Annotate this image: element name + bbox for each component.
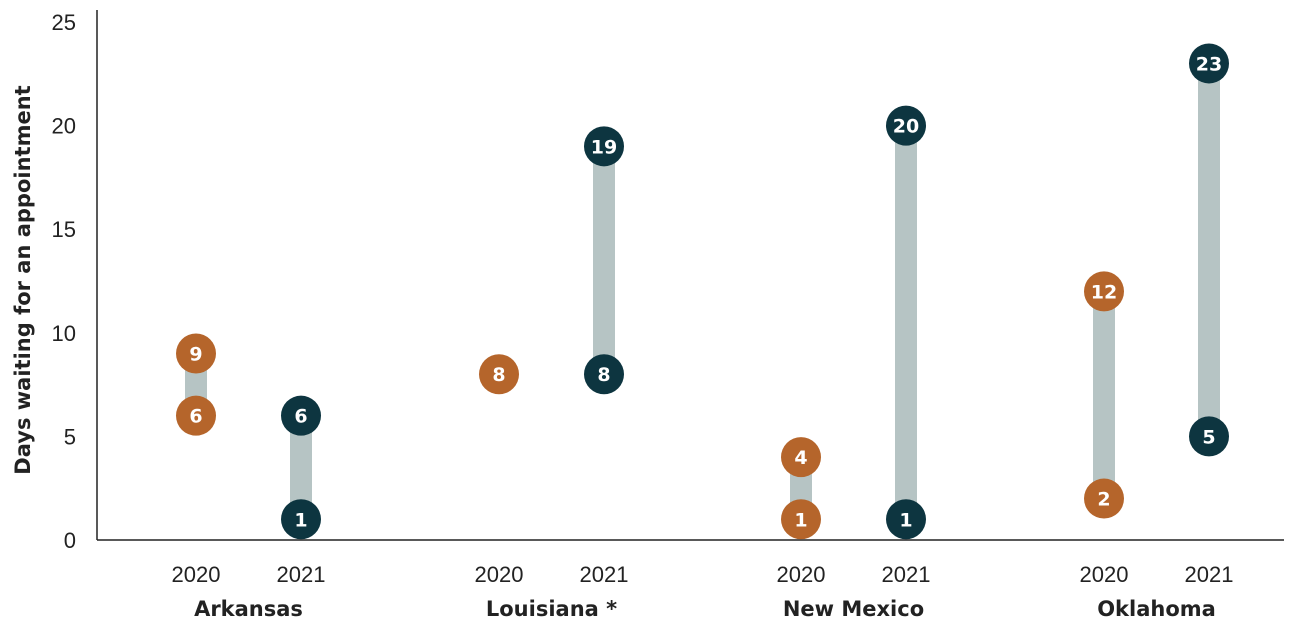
- category-label: New Mexico: [783, 597, 924, 621]
- data-label: 6: [294, 406, 307, 428]
- data-point-2020: [176, 333, 216, 374]
- range-bar: [593, 146, 615, 375]
- y-axis: 0 5 10 15 20 25 Days waiting for an appointmen…: [11, 10, 98, 553]
- x-tick-label: 2021: [882, 562, 931, 587]
- x-axis: 2020 2021 Arkansas 2020 2021 Louisiana * 2020 2…: [97, 539, 1284, 621]
- data-label: 19: [591, 136, 617, 158]
- data-label: 1: [794, 509, 807, 531]
- category-label: Louisiana *: [486, 597, 617, 621]
- range-bar: [1198, 63, 1220, 437]
- x-tick-label: 2021: [580, 562, 629, 587]
- data-points: 6 9 1 6 8 8 19 1 4 1 20 2 12 5 23: [176, 43, 1229, 540]
- data-label: 5: [1202, 426, 1215, 448]
- data-label: 20: [893, 116, 919, 138]
- y-axis-title: Days waiting for an appointment: [11, 85, 35, 474]
- data-label: 8: [492, 364, 505, 386]
- data-label: 4: [794, 447, 807, 469]
- data-point-2021: [886, 499, 926, 540]
- x-tick-label: 2020: [1080, 562, 1129, 587]
- data-point-2021: [584, 354, 624, 395]
- data-point-2020: [1084, 271, 1124, 312]
- category-label: Oklahoma: [1097, 597, 1216, 621]
- data-point-2021: [281, 499, 321, 540]
- data-point-2020: [1084, 478, 1124, 519]
- y-tick-label: 0: [64, 528, 76, 553]
- data-label: 23: [1196, 53, 1222, 75]
- range-bars: [185, 63, 1220, 520]
- x-tick-label: 2020: [172, 562, 221, 587]
- x-tick-label: 2021: [1185, 562, 1234, 587]
- y-tick-label: 25: [52, 10, 76, 35]
- data-point-2021: [584, 126, 624, 167]
- range-bar: [895, 125, 917, 520]
- y-tick-label: 15: [52, 217, 76, 242]
- data-label: 1: [294, 509, 307, 531]
- y-tick-label: 10: [52, 321, 76, 346]
- data-point-2020: [479, 354, 519, 395]
- data-label: 2: [1097, 489, 1110, 511]
- data-point-2021: [1189, 416, 1229, 457]
- data-point-2020: [176, 395, 216, 436]
- x-tick-label: 2020: [475, 562, 524, 587]
- x-tick-label: 2021: [277, 562, 326, 587]
- data-point-2021: [886, 105, 926, 146]
- data-label: 12: [1091, 281, 1117, 303]
- data-label: 1: [899, 509, 912, 531]
- y-tick-label: 5: [64, 424, 76, 449]
- data-label: 6: [189, 406, 202, 428]
- range-bar: [1093, 291, 1115, 499]
- data-point-2020: [781, 437, 821, 478]
- data-point-2021: [281, 395, 321, 436]
- category-label: Arkansas: [194, 597, 303, 621]
- data-label: 8: [597, 364, 610, 386]
- y-tick-label: 20: [52, 114, 76, 139]
- range-bar: [290, 415, 312, 520]
- x-tick-label: 2020: [777, 562, 826, 587]
- data-label: 9: [189, 344, 202, 366]
- data-point-2021: [1189, 43, 1229, 84]
- data-point-2020: [781, 499, 821, 540]
